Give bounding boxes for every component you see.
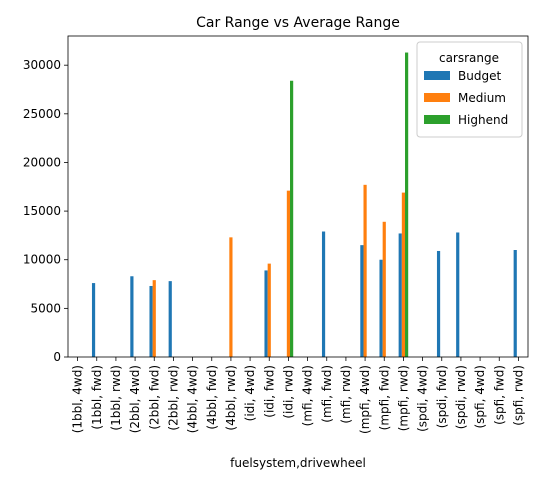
x-tick-label: (mfi, fwd) bbox=[320, 365, 334, 423]
x-tick-label: (spdi, fwd) bbox=[435, 365, 449, 428]
x-tick-label: (mpfi, fwd) bbox=[377, 365, 391, 430]
x-tick-label: (2bbl, rwd) bbox=[166, 365, 180, 431]
x-tick-label: (1bbl, rwd) bbox=[109, 365, 123, 431]
x-tick-label: (mfi, 4wd) bbox=[301, 365, 315, 426]
bar-medium-10 bbox=[267, 263, 271, 357]
bar-medium-15 bbox=[363, 184, 367, 357]
x-tick-label: (spdi, 4wd) bbox=[416, 365, 430, 432]
x-tick-label: (4bbl, fwd) bbox=[205, 365, 219, 430]
bar-medium-17 bbox=[401, 192, 406, 357]
x-tick-label: (spdi, rwd) bbox=[454, 365, 468, 429]
x-tick-label: (mpfi, 4wd) bbox=[358, 365, 372, 434]
bar-budget-15 bbox=[360, 245, 364, 357]
bar-budget-3 bbox=[130, 276, 134, 357]
legend-items: Budget Medium Highend bbox=[424, 69, 508, 127]
x-tick-label: (4bbl, 4wd) bbox=[186, 365, 200, 433]
bar-budget-4 bbox=[149, 285, 153, 357]
legend-label-budget: Budget bbox=[458, 69, 501, 83]
legend: carsrange Budget Medium Highend bbox=[416, 41, 523, 138]
bar-budget-20 bbox=[456, 232, 460, 357]
x-axis: (1bbl, 4wd) (1bbl, fwd) (1bbl, rwd) (2bbl, … bbox=[71, 357, 525, 434]
x-tick-label: (idi, rwd) bbox=[281, 365, 295, 419]
bar-budget-1 bbox=[91, 283, 96, 357]
x-tick-label: (mpfi, rwd) bbox=[396, 365, 410, 431]
bars-layer bbox=[91, 52, 517, 357]
y-axis: 0 5000 10000 15000 20000 25000 30000 bbox=[23, 58, 68, 364]
bar-medium-4 bbox=[152, 280, 156, 357]
y-tick-label: 30000 bbox=[23, 58, 61, 72]
legend-label-highend: Highend bbox=[458, 113, 508, 127]
x-tick-label: (1bbl, fwd) bbox=[90, 365, 104, 430]
y-tick-label: 0 bbox=[53, 350, 61, 364]
legend-label-medium: Medium bbox=[458, 91, 506, 105]
x-tick-label: (2bbl, 4wd) bbox=[128, 365, 142, 433]
y-tick-label: 10000 bbox=[23, 253, 61, 267]
y-tick-label: 15000 bbox=[23, 204, 61, 218]
y-tick-label: 25000 bbox=[23, 107, 61, 121]
legend-swatch-highend bbox=[424, 115, 450, 124]
bar-budget-10 bbox=[264, 270, 268, 357]
bar-budget-17 bbox=[398, 233, 402, 357]
legend-swatch-budget bbox=[424, 71, 450, 80]
legend-swatch-medium bbox=[424, 93, 450, 102]
x-tick-label: (spfi, fwd) bbox=[492, 365, 506, 425]
bar-budget-13 bbox=[321, 231, 326, 357]
bar-budget-23 bbox=[513, 250, 517, 357]
bar-medium-8 bbox=[229, 237, 233, 357]
bar-budget-19 bbox=[436, 250, 441, 357]
legend-box bbox=[416, 41, 523, 138]
y-tick-label: 5000 bbox=[30, 301, 61, 315]
x-tick-label: (1bbl, 4wd) bbox=[71, 365, 85, 433]
bar-medium-16 bbox=[382, 221, 386, 357]
x-tick-label: (2bbl, fwd) bbox=[147, 365, 161, 430]
x-tick-label: (idi, 4wd) bbox=[243, 365, 257, 421]
x-axis-label: fuelsystem,drivewheel bbox=[230, 456, 366, 470]
bar-budget-5 bbox=[168, 281, 172, 357]
chart-title: Car Range vs Average Range bbox=[196, 15, 400, 31]
plot-frame bbox=[67, 35, 529, 358]
legend-title: carsrange bbox=[439, 51, 499, 65]
x-tick-label: (idi, fwd) bbox=[262, 365, 276, 418]
y-tick-label: 20000 bbox=[23, 155, 61, 169]
x-tick-label: (spfi, 4wd) bbox=[473, 365, 487, 429]
bar-budget-16 bbox=[379, 259, 383, 357]
x-tick-label: (4bbl, rwd) bbox=[224, 365, 238, 431]
x-tick-label: (mfi, rwd) bbox=[339, 365, 353, 424]
x-tick-label: (spfi, rwd) bbox=[511, 365, 525, 426]
bar-highend-17 bbox=[405, 52, 409, 357]
bar-medium-11 bbox=[286, 190, 291, 357]
bar-highend-11 bbox=[290, 80, 294, 357]
